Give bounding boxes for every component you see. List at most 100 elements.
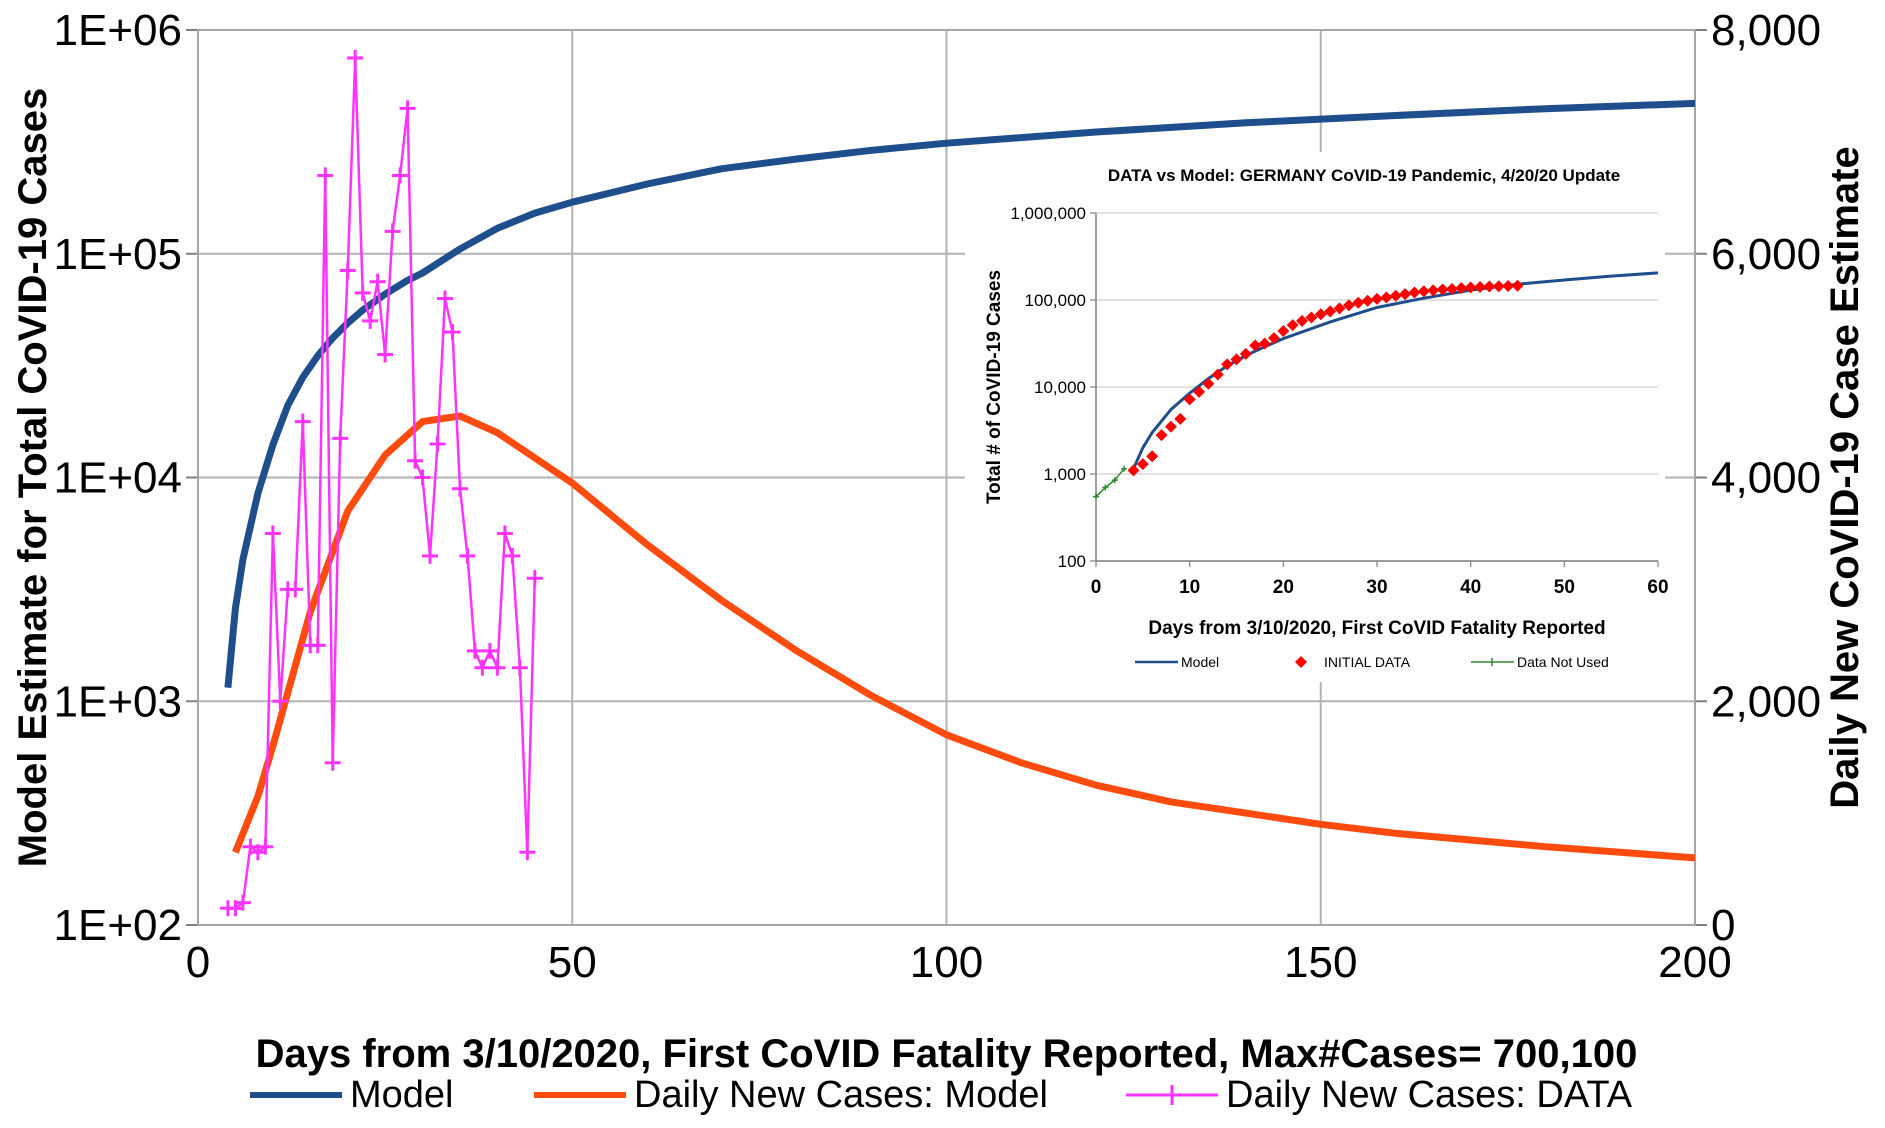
inset-data-point: [1417, 285, 1430, 298]
inset-legend-label: INITIAL DATA: [1324, 654, 1411, 670]
inset-data-point: [1455, 282, 1468, 295]
main-y-tick-label-left: 1E+03: [54, 677, 182, 726]
series-daily-data-point: [257, 838, 274, 855]
series-daily-data-point: [287, 581, 304, 598]
legend-entry: Daily New Cases: DATA: [1126, 1074, 1633, 1116]
main-x-tick-label: 150: [1284, 938, 1357, 987]
inset-data-point: [1174, 412, 1187, 425]
inset-legend-swatch: [1295, 656, 1307, 668]
inset-data-point: [1136, 458, 1149, 471]
series-model-line: [224, 99, 1696, 689]
main-legend: Model Daily New Cases: Model Daily New Cas…: [250, 1074, 1633, 1116]
inset-data-point: [1380, 291, 1393, 304]
inset-data-point: [1211, 368, 1224, 381]
series-daily-data-point: [354, 284, 371, 301]
inset-data-point: [1464, 281, 1477, 294]
inset-title: DATA vs Model: GERMANY CoVID-19 Pandemic…: [1108, 166, 1620, 185]
main-tick-labels: 0 50 100 150 2001E+021E+031E+041E+051E+0602,…: [54, 6, 1822, 987]
series-daily-data-point: [429, 435, 446, 452]
main-y-tick-label-right: 8,000: [1711, 6, 1821, 55]
series-daily-data-point: [481, 642, 498, 659]
series-daily-data-point: [414, 469, 431, 486]
inset-unused-point: [1121, 465, 1128, 472]
series-daily-data-point: [234, 894, 251, 911]
inset-x-tick-label: 50: [1554, 577, 1575, 598]
series-daily-data-point: [362, 312, 379, 329]
inset-y-tick-label: 1,000: [1043, 465, 1086, 484]
series-daily-data-point: [339, 262, 356, 279]
series-daily-data-point: [526, 570, 543, 587]
inset-data-point: [1249, 339, 1262, 352]
series-daily-data-point: [384, 223, 401, 240]
series-daily-data-point: [399, 100, 416, 117]
inset-data-point: [1445, 282, 1458, 295]
legend-label: Daily New Cases: Model: [634, 1074, 1048, 1116]
series-daily-data-point: [264, 525, 281, 542]
series-daily-data-point: [496, 525, 513, 542]
series-daily-data-point: [519, 844, 536, 861]
inset-data-point: [1277, 325, 1290, 338]
main-y-tick-label-right: 0: [1711, 901, 1735, 950]
inset-data-point: [1267, 332, 1280, 345]
inset-x-tick-label: 0: [1091, 577, 1102, 598]
main-y-tick-label-left: 1E+06: [54, 6, 182, 55]
inset-data-point: [1183, 393, 1196, 406]
series-daily-data-point: [347, 49, 364, 66]
series-daily-data-point: [392, 167, 409, 184]
main-y-tick-label-right: 2,000: [1711, 677, 1821, 726]
series-daily-data-point: [474, 659, 491, 676]
inset-data-point: [1193, 385, 1206, 398]
series-daily-data-point: [332, 430, 349, 447]
inset-y-tick-label: 100: [1058, 552, 1086, 571]
series-daily-data-point: [324, 754, 341, 771]
inset-data-point: [1314, 308, 1327, 321]
inset-series-layer: [1093, 271, 1659, 500]
legend-label: Model: [350, 1074, 454, 1116]
series-daily-data-point: [504, 547, 521, 564]
inset-y-tick-label: 10,000: [1034, 378, 1086, 397]
main-x-tick-label: 50: [548, 938, 597, 987]
inset-data-point: [1427, 284, 1440, 297]
inset-x-tick-label: 30: [1366, 577, 1387, 598]
inset-data-point: [1389, 289, 1402, 302]
inset-data-point: [1333, 302, 1346, 315]
inset-data-point: [1202, 377, 1215, 390]
inset-data-point: [1436, 283, 1449, 296]
main-x-tick-label: 200: [1658, 938, 1731, 987]
inset-background: [965, 152, 1665, 682]
inset-data-point: [1502, 279, 1515, 292]
inset-data-point: [1474, 281, 1487, 294]
inset-unused-point: [1102, 484, 1109, 491]
inset-x-axis-title: Days from 3/10/2020, First CoVID Fatalit…: [1148, 618, 1605, 639]
series-daily-data-point: [309, 637, 326, 654]
main-series-layer: [219, 49, 1696, 917]
inset-data-point: [1399, 288, 1412, 301]
y-axis-title-left: Model Estimate for Total CoVID-19 Cases: [11, 88, 55, 867]
inset-y-tick-label: 100,000: [1025, 291, 1086, 310]
main-x-tick-label: 0: [186, 938, 210, 987]
inset-data-point: [1371, 292, 1383, 305]
inset-data-point: [1324, 305, 1337, 318]
x-axis-title: Days from 3/10/2020, First CoVID Fatalit…: [256, 1032, 1638, 1076]
inset-tick-labels: 100 1,000 10,000 100,000 1,000,000 0 10 20 30 40 5…: [1010, 204, 1668, 598]
inset-data-point: [1352, 296, 1365, 309]
legend-entry: Model: [250, 1074, 454, 1116]
inset-data-point: [1511, 279, 1524, 292]
main-plot-frame: [197, 29, 1696, 926]
inset-data-point: [1483, 280, 1496, 293]
series-daily-data-line: [227, 57, 537, 910]
inset-data-point: [1127, 464, 1140, 477]
series-daily-data-point: [511, 659, 528, 676]
inset-data-point: [1239, 347, 1252, 360]
inset-legend-entry: Data Not Used: [1471, 654, 1609, 670]
inset-legend-label: Model: [1181, 654, 1219, 670]
inset-data-point: [1155, 429, 1168, 442]
series-daily-data-point: [317, 167, 334, 184]
series-daily-model-line: [232, 412, 1696, 862]
y-axis-title-right: Daily New CoVID-19 Case Estimate: [1823, 146, 1867, 808]
series-daily-data-point: [272, 693, 289, 710]
inset-legend-label: Data Not Used: [1517, 654, 1609, 670]
inset-x-tick-label: 10: [1179, 577, 1200, 598]
inset-data-point: [1408, 286, 1421, 299]
